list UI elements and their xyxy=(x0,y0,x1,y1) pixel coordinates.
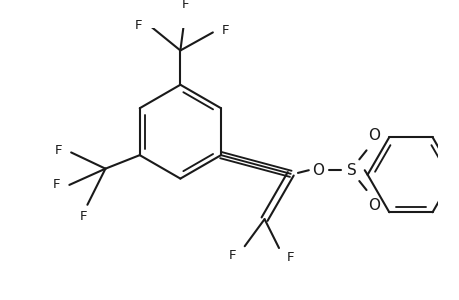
Text: O: O xyxy=(367,128,379,142)
Text: F: F xyxy=(221,24,229,37)
Text: F: F xyxy=(53,178,60,191)
Text: F: F xyxy=(55,144,62,157)
Text: F: F xyxy=(286,250,294,263)
Text: O: O xyxy=(367,198,379,213)
Text: O: O xyxy=(311,163,323,178)
Text: F: F xyxy=(229,249,236,262)
Text: S: S xyxy=(347,163,356,178)
Text: F: F xyxy=(135,19,142,32)
Text: F: F xyxy=(182,0,189,11)
Text: F: F xyxy=(80,210,87,223)
